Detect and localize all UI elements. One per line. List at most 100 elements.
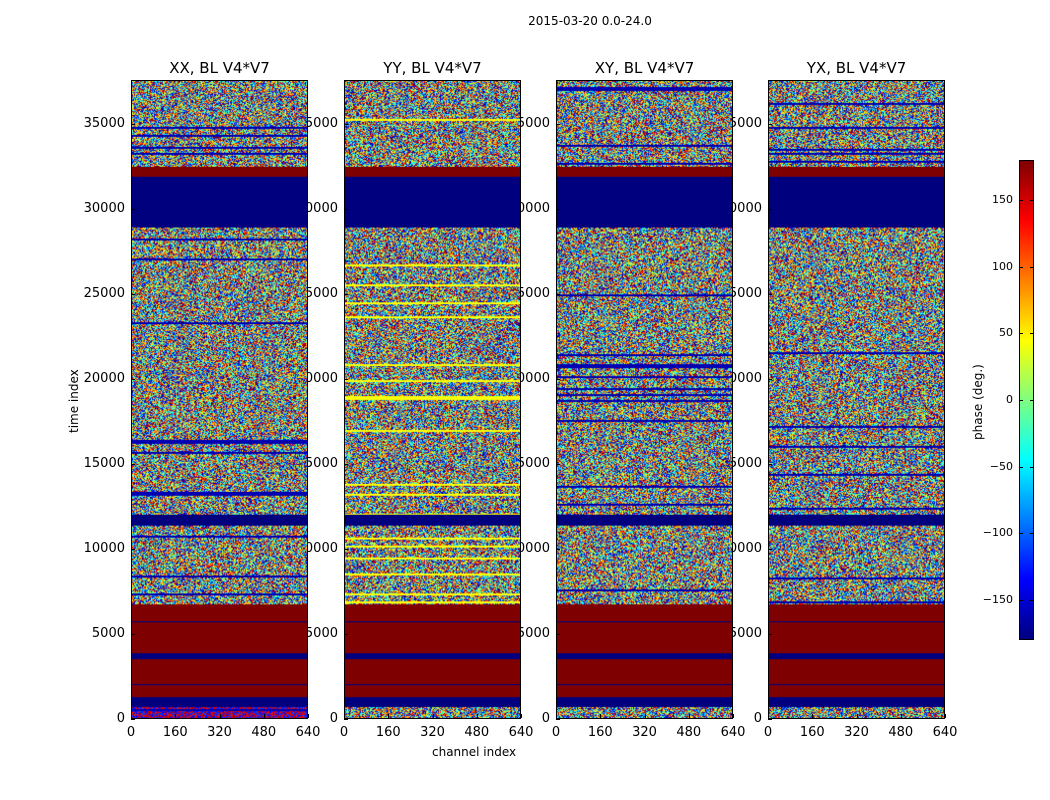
y-tick: [556, 464, 560, 466]
y-tick-label: 0: [541, 711, 550, 726]
colorbar-tick: [1019, 266, 1023, 268]
x-tick-label: 480: [464, 725, 490, 740]
y-tick-label: 5000: [516, 626, 550, 642]
y-tick-label: 35000: [83, 116, 125, 132]
x-tick-label: 320: [632, 725, 657, 740]
y-tick-label: 20000: [83, 371, 125, 387]
y-tick: [556, 379, 560, 381]
colorbar-tick: [1030, 200, 1034, 201]
y-tick-label: 5000: [728, 626, 762, 642]
x-tick: [688, 714, 690, 718]
heatmap-1: [344, 80, 521, 719]
colorbar-tick-label: 150: [992, 193, 1013, 206]
colorbar-tick: [1019, 200, 1023, 201]
x-tick: [344, 714, 345, 718]
y-tick: [768, 464, 772, 466]
colorbar-tick: [1030, 466, 1034, 468]
colorbar-tick: [1030, 533, 1034, 535]
heatmap-canvas: [345, 81, 520, 718]
x-tick-label: 160: [799, 725, 825, 740]
x-axis-label: channel index: [432, 745, 517, 759]
y-tick-label: 10000: [83, 541, 125, 557]
y-tick: [131, 634, 135, 636]
colorbar-tick: [1019, 466, 1023, 468]
y-tick: [131, 549, 135, 551]
x-tick: [388, 714, 390, 718]
x-tick-label: 0: [339, 725, 349, 740]
x-tick: [812, 714, 814, 718]
colorbar-tick-label: −100: [982, 526, 1013, 540]
x-tick-label: 480: [676, 725, 702, 740]
x-tick: [945, 714, 946, 718]
heatmap-0: [131, 80, 308, 719]
panel-title: YY, BL V4*V7: [383, 59, 482, 77]
y-tick-label: 15000: [83, 456, 125, 472]
x-tick: [476, 714, 478, 718]
y-tick: [344, 464, 348, 466]
heatmap-2: [556, 80, 733, 719]
colorbar-tick: [1030, 400, 1034, 401]
x-tick-label: 640: [932, 725, 958, 740]
x-tick: [733, 714, 734, 718]
colorbar-tick: [1030, 600, 1034, 601]
y-tick: [768, 549, 772, 551]
y-tick-label: 5000: [91, 626, 125, 642]
x-tick-label: 0: [126, 725, 136, 740]
x-tick: [521, 714, 522, 718]
x-tick-label: 0: [551, 725, 561, 740]
y-tick: [556, 719, 560, 720]
x-tick-label: 320: [420, 725, 445, 740]
y-tick-label: 5000: [304, 626, 338, 642]
y-tick: [768, 719, 772, 720]
y-tick-label: 30000: [83, 201, 125, 217]
heatmap-canvas: [769, 81, 944, 718]
colorbar-tick: [1019, 533, 1023, 535]
y-tick-label: 25000: [83, 286, 125, 302]
panel-title: XX, BL V4*V7: [169, 59, 270, 77]
x-tick-label: 640: [295, 725, 321, 740]
colorbar-tick: [1019, 400, 1023, 401]
heatmap-3: [768, 80, 945, 719]
y-tick: [768, 379, 772, 381]
colorbar-tick-label: 100: [992, 259, 1013, 273]
y-tick: [344, 124, 348, 126]
x-tick-label: 320: [844, 725, 869, 740]
x-tick-label: 480: [251, 725, 277, 740]
x-tick: [219, 714, 221, 718]
heatmap-canvas: [557, 81, 732, 718]
x-tick: [768, 714, 769, 718]
y-tick: [556, 209, 560, 211]
y-tick: [768, 209, 772, 211]
y-tick: [556, 634, 560, 636]
y-tick: [556, 294, 560, 296]
y-tick: [131, 124, 135, 126]
colorbar-tick: [1030, 266, 1034, 268]
x-tick: [600, 714, 602, 718]
y-tick: [344, 634, 348, 636]
x-tick: [175, 714, 177, 718]
y-tick: [556, 124, 560, 126]
y-tick: [768, 634, 772, 636]
x-tick-label: 640: [508, 725, 534, 740]
y-tick-label: 0: [753, 711, 762, 726]
x-tick: [644, 714, 646, 718]
colorbar-tick: [1030, 333, 1034, 335]
x-tick-label: 320: [207, 725, 232, 740]
panel-title: YX, BL V4*V7: [806, 59, 907, 77]
x-tick: [263, 714, 265, 718]
y-tick: [344, 379, 348, 381]
x-tick: [308, 714, 309, 718]
colorbar-tick-label: −50: [989, 459, 1013, 473]
y-tick: [131, 209, 135, 211]
y-tick: [131, 379, 135, 381]
x-tick-label: 480: [888, 725, 914, 740]
panel-title: XY, BL V4*V7: [594, 59, 695, 77]
colorbar-tick: [1019, 333, 1023, 335]
x-tick: [556, 714, 557, 718]
y-tick: [344, 549, 348, 551]
y-tick: [344, 719, 348, 720]
x-tick-label: 160: [587, 725, 613, 740]
colorbar-tick: [1019, 600, 1023, 601]
x-tick-label: 640: [720, 725, 746, 740]
colorbar-tick-label: 0: [1006, 393, 1013, 406]
